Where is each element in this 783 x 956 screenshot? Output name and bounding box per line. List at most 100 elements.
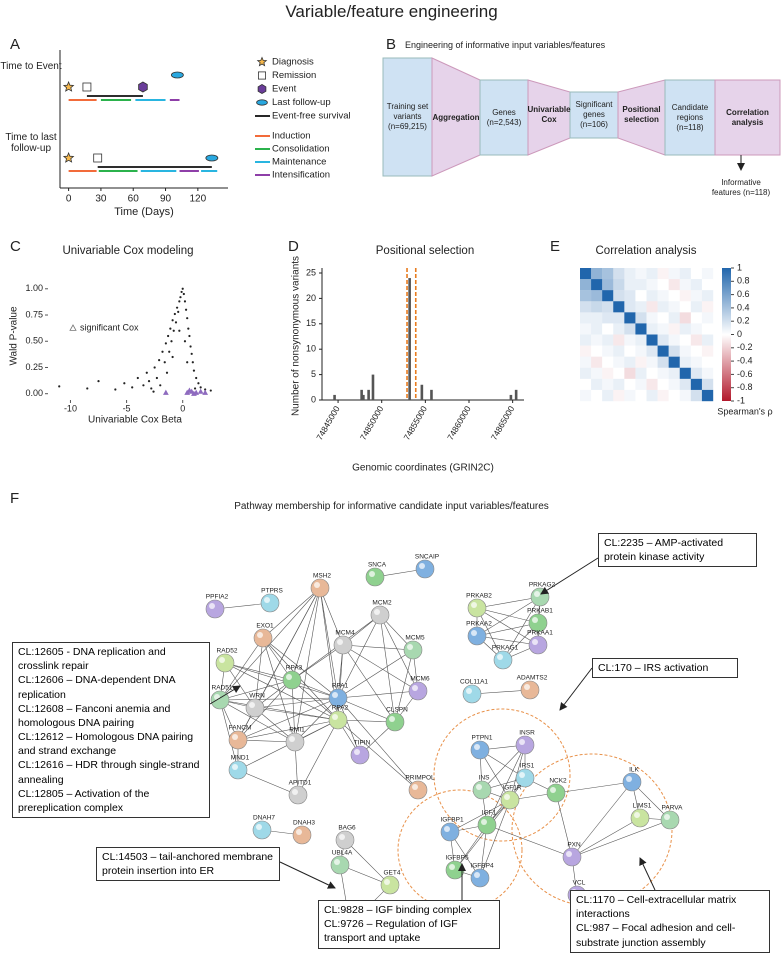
node-highlight <box>476 784 482 790</box>
edge <box>449 799 511 833</box>
edge <box>342 644 414 651</box>
edge <box>571 819 671 858</box>
cell <box>635 290 647 302</box>
callout-line: CL:9726 – Regulation of IGF transport an… <box>324 918 458 945</box>
point <box>97 380 100 383</box>
bar <box>360 389 363 400</box>
point <box>174 321 178 324</box>
chart-title: Correlation analysis <box>596 245 697 257</box>
point <box>58 385 61 388</box>
node-label: FANCM <box>229 725 252 732</box>
node <box>260 593 280 613</box>
cell <box>657 356 669 368</box>
y-axis-label: Number of nonsynonymous variants <box>291 256 302 416</box>
edge <box>237 697 339 741</box>
flow-set: Significant genes (n=106) <box>575 100 613 129</box>
node-label: PTPRS <box>261 588 283 595</box>
cell <box>613 334 625 346</box>
point <box>114 388 117 391</box>
node <box>215 653 235 673</box>
point <box>165 371 169 374</box>
cell <box>668 367 680 380</box>
callout: CL:14503 – tail-anchored membrane protei… <box>96 847 280 882</box>
node-highlight <box>219 657 225 663</box>
callout-line: CL:987 – Focal adhesion and cell-substra… <box>576 922 736 949</box>
node <box>365 567 385 587</box>
node-label: RAD52 <box>217 648 238 655</box>
cell <box>646 389 658 402</box>
flow-output: Informative features (n=118) <box>711 178 771 197</box>
flow-set: Candidate regions (n=118) <box>671 102 709 132</box>
cell <box>679 279 692 291</box>
node-label: MCM5 <box>405 635 425 642</box>
x-axis-label: Genomic coordinates (GRIN2C) <box>352 463 494 474</box>
node <box>370 605 390 625</box>
y-tick-label: 0 <box>311 394 316 404</box>
cell <box>613 268 625 280</box>
node-label: RAD51 <box>212 685 233 692</box>
node <box>445 860 465 880</box>
cell <box>580 301 592 313</box>
node-highlight <box>257 632 263 638</box>
marker <box>82 82 92 92</box>
cell <box>690 367 703 380</box>
node-highlight <box>504 794 510 800</box>
node <box>228 760 248 780</box>
marker <box>170 71 184 79</box>
cell <box>613 279 625 291</box>
edge <box>555 781 633 794</box>
node-highlight <box>374 609 380 615</box>
cell <box>624 389 636 402</box>
node-label: LIMS1 <box>633 803 652 810</box>
node-label: SNCAIP <box>415 554 439 561</box>
node <box>285 732 305 752</box>
node-label: DNAH3 <box>293 820 315 827</box>
edge <box>476 596 541 609</box>
flow-step-label: Correlation analysis <box>726 107 769 127</box>
node <box>520 680 540 700</box>
cell <box>613 356 625 368</box>
edge <box>342 644 419 692</box>
row-label: Time to Event <box>0 61 62 72</box>
node-label: VCL <box>573 880 586 887</box>
y-tick-label: 5 <box>311 369 316 379</box>
cell <box>624 367 636 380</box>
cell <box>690 290 703 302</box>
flow-shapes <box>382 57 781 177</box>
panel-label: D <box>288 238 299 255</box>
point <box>172 329 175 332</box>
node-highlight <box>232 734 238 740</box>
callout: CL:12605 - DNA replication and crosslink… <box>12 642 210 819</box>
cell <box>635 279 647 291</box>
cell <box>657 378 669 391</box>
y-tick-label: 0.25 <box>25 362 43 372</box>
marker <box>138 81 148 93</box>
point <box>152 390 155 393</box>
cell <box>657 334 669 346</box>
node-highlight <box>524 684 530 690</box>
panel-label: E <box>550 238 561 255</box>
point <box>192 369 196 372</box>
cell <box>602 356 614 368</box>
cell <box>635 334 647 346</box>
node-label: IGFBP1 <box>440 817 464 824</box>
point <box>190 352 193 355</box>
node-label: APITD1 <box>289 780 312 787</box>
cell <box>690 301 703 313</box>
edge <box>337 697 361 756</box>
edge <box>379 614 419 692</box>
callout-arrow <box>209 685 241 705</box>
cell <box>602 312 614 324</box>
cell <box>602 301 614 313</box>
edge <box>219 679 293 701</box>
edge <box>219 699 296 743</box>
cell <box>668 356 680 368</box>
cell <box>613 290 625 302</box>
point <box>187 327 190 330</box>
node <box>470 740 490 760</box>
node <box>493 650 513 670</box>
cell <box>635 378 647 391</box>
node-highlight <box>497 654 503 660</box>
node-highlight <box>407 644 413 650</box>
point <box>173 312 176 316</box>
